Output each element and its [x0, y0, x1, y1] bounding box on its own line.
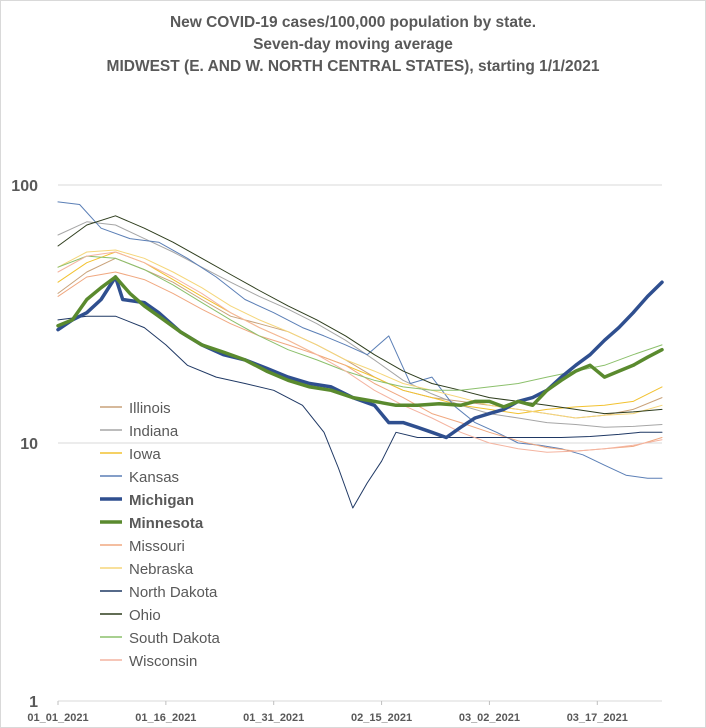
y-tick-label: 10: [20, 436, 38, 453]
legend-label-north-dakota: North Dakota: [129, 584, 218, 601]
x-tick-label: 02_15_2021: [351, 712, 412, 724]
series-line-iowa: [57, 251, 663, 415]
legend-label-south-dakota: South Dakota: [129, 630, 221, 647]
chart-title: New COVID-19 cases/100,000 population by…: [169, 14, 537, 31]
series-line-wisconsin: [57, 251, 663, 453]
x-tick-label: 03_02_2021: [459, 712, 520, 724]
legend-label-indiana: Indiana: [129, 423, 179, 440]
series-lines: [56, 201, 664, 509]
legend-label-nebraska: Nebraska: [129, 561, 194, 578]
x-tick-label: 01_01_2021: [27, 712, 88, 724]
y-tick-label: 100: [11, 178, 38, 195]
series-line-kansas: [57, 201, 663, 479]
series-line-nebraska: [57, 249, 663, 419]
series-line-indiana: [57, 221, 663, 428]
x-tick-label: 03_17_2021: [567, 712, 628, 724]
legend-label-kansas: Kansas: [129, 469, 179, 486]
x-tick-labels: 01_01_2021 01_16_2021 01_31_2021 02_15_2021…: [27, 701, 628, 724]
y-tick-label: 1: [29, 694, 38, 711]
y-tick-labels: 1 10 100: [11, 178, 38, 711]
series-line-ohio: [57, 215, 663, 415]
series-line-missouri: [57, 271, 663, 452]
series-line-north-dakota: [57, 315, 663, 509]
x-tick-label: 01_16_2021: [135, 712, 196, 724]
chart-subtitle-2: MIDWEST (E. AND W. NORTH CENTRAL STATES)…: [106, 58, 600, 75]
series-line-michigan: [56, 275, 664, 440]
legend-label-iowa: Iowa: [129, 446, 161, 463]
x-tick-label: 01_31_2021: [243, 712, 304, 724]
chart-titles: New COVID-19 cases/100,000 population by…: [0, 12, 706, 78]
legend-label-minnesota: Minnesota: [129, 515, 204, 532]
series-line-illinois: [57, 257, 663, 419]
legend-label-missouri: Missouri: [129, 538, 185, 555]
legend-label-ohio: Ohio: [129, 607, 161, 624]
legend-label-illinois: Illinois: [129, 400, 171, 417]
legend-label-michigan: Michigan: [129, 492, 194, 509]
series-line-minnesota: [56, 275, 664, 409]
legend: Illinois Indiana Iowa Kansas Michigan Minneso…: [100, 400, 221, 670]
chart-subtitle: Seven-day moving average: [253, 36, 453, 53]
legend-label-wisconsin: Wisconsin: [129, 653, 197, 670]
gridlines: [58, 184, 662, 702]
series-line-south-dakota: [57, 255, 663, 391]
